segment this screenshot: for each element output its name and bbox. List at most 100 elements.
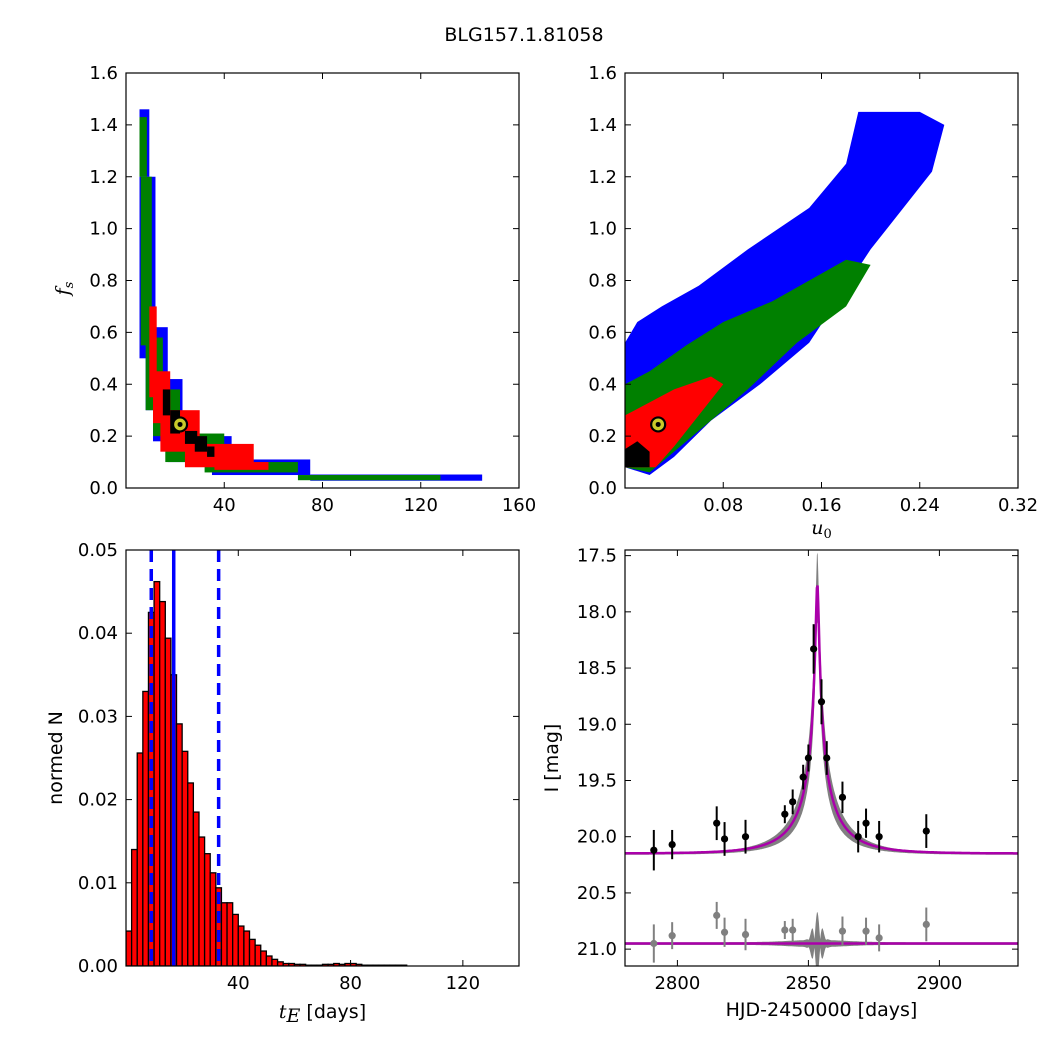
y-tick-label: 1.6	[588, 63, 617, 84]
y-tick-label: 19.5	[577, 770, 617, 791]
residual-point	[862, 927, 870, 935]
histogram-bar	[265, 955, 273, 966]
x-tick-label: 120	[404, 495, 438, 516]
heatmap-block-mid	[140, 176, 152, 346]
data-point	[781, 810, 789, 818]
heatmap-block-mid	[139, 117, 147, 177]
y-tick-label: 0.4	[588, 374, 617, 395]
heatmap-block-inner	[214, 462, 269, 470]
data-point	[720, 835, 729, 843]
histogram-bar	[164, 637, 172, 966]
y-tick-label: 1.2	[89, 167, 118, 188]
histogram-bar	[248, 938, 256, 966]
x-axis-label-sub: E	[286, 1005, 301, 1027]
y-tick-label: 19.0	[577, 714, 617, 735]
panel-lightcurve: 2800 2850 2900 17.5 18.0 18.5 19.0 19.5 20.0 20.5…	[541, 546, 1019, 1021]
heatmap-area	[625, 111, 945, 476]
x-tick-label: 0.16	[801, 495, 841, 516]
x-axis-label-sub: 0	[823, 527, 831, 542]
y-tick-label: 0.8	[89, 271, 118, 292]
y-axis-label-sub: s	[62, 281, 77, 288]
confidence-region-inner	[625, 376, 724, 468]
y-tick-label: 20.0	[577, 827, 617, 848]
data-point	[875, 833, 883, 841]
data-point	[810, 645, 818, 653]
x-tick-label: 2800	[654, 973, 700, 994]
x-tick-label: 80	[339, 973, 362, 994]
histogram-bar	[232, 913, 239, 966]
data-point	[838, 793, 847, 801]
best-fit-marker-center	[655, 421, 661, 427]
x-axis-label: HJD-2450000 [days]	[726, 999, 918, 1021]
residual-point	[922, 920, 930, 929]
x-axis-label: tE [days]	[279, 1001, 366, 1027]
y-tick-label: 0.03	[78, 706, 118, 727]
y-tick-label: 1.6	[89, 63, 118, 84]
x-tick-label: 2850	[785, 973, 831, 994]
x-axis-label: u0	[811, 517, 832, 542]
y-tick-label: 0.4	[89, 374, 118, 395]
y-tick-label: 0.8	[588, 271, 617, 292]
histogram-bar	[254, 944, 262, 966]
y-tick-label: 0.0	[588, 478, 617, 499]
histogram-bar	[220, 902, 228, 966]
y-tick-label: 1.4	[89, 115, 118, 136]
histogram-bar	[153, 580, 161, 966]
residual-point	[668, 932, 676, 940]
y-tick-label: 17.5	[577, 546, 617, 567]
heatmap-block-core	[207, 446, 215, 457]
y-tick-label: 0.6	[588, 322, 617, 343]
y-tick-label: 1.0	[89, 219, 118, 240]
y-tick-label: 0.04	[78, 623, 118, 644]
x-axis-label-main: u	[811, 517, 823, 539]
y-tick-label: 0.2	[588, 426, 617, 447]
histogram-bar	[198, 836, 206, 966]
y-tick-label: 0.0	[89, 478, 118, 499]
histogram-bar	[226, 902, 234, 966]
x-tick-label: 0.32	[998, 495, 1038, 516]
plot-frame	[624, 549, 1019, 967]
figure-title: BLG157.1.81058	[444, 24, 603, 46]
residual-point	[781, 926, 789, 934]
x-tick-label: 40	[227, 973, 250, 994]
confidence-region-core	[625, 441, 650, 468]
residual-uncertainty-band	[625, 912, 1018, 966]
y-tick-label: 18.0	[577, 602, 617, 623]
heatmap-block-inner	[149, 306, 157, 398]
y-axis-label: fs	[52, 281, 77, 297]
y-tick-label: 0.02	[78, 790, 118, 811]
y-tick-label: 1.2	[588, 167, 617, 188]
data-point	[650, 846, 658, 854]
data-point	[862, 819, 870, 827]
histogram-bar	[209, 872, 217, 966]
y-tick-label: 0.6	[89, 322, 118, 343]
y-tick-label: 1.4	[588, 115, 617, 136]
data-point	[817, 698, 826, 706]
histogram-bar	[192, 811, 200, 966]
data-point	[741, 833, 750, 841]
y-axis-label-main: f	[52, 285, 74, 297]
data-point	[854, 833, 862, 841]
histogram-bar	[136, 752, 144, 966]
histogram-bar	[187, 782, 195, 966]
histogram-bar	[243, 930, 251, 966]
y-tick-label: 21.0	[577, 939, 617, 960]
data-point	[799, 773, 807, 781]
residual-point	[713, 911, 721, 920]
histogram-bar	[126, 930, 133, 966]
panel-fs-vs-u0: 0.08 0.16 0.24 0.32 0.0 0.2 0.4 0.6 0.8 1.0 1.2 1.4…	[588, 63, 1038, 542]
residual-point	[789, 926, 797, 934]
data-point	[804, 754, 813, 762]
histogram-bar	[237, 925, 245, 966]
panel-fs-vs-te: 40 80 120 160 0.0 0.2 0.4 0.6 0.8 1.0 1.2 1.4 1.6 fs	[52, 63, 536, 516]
y-tick-label: 1.0	[588, 219, 617, 240]
y-tick-label: 18.5	[577, 658, 617, 679]
plot-frame	[125, 549, 520, 967]
y-tick-label: 20.5	[577, 883, 617, 904]
heatmap-block-core	[162, 389, 171, 416]
y-tick-label: 0.05	[78, 540, 118, 561]
histogram-bar	[159, 600, 166, 966]
histogram-bar	[271, 958, 279, 966]
x-tick-label: 2900	[916, 973, 962, 994]
